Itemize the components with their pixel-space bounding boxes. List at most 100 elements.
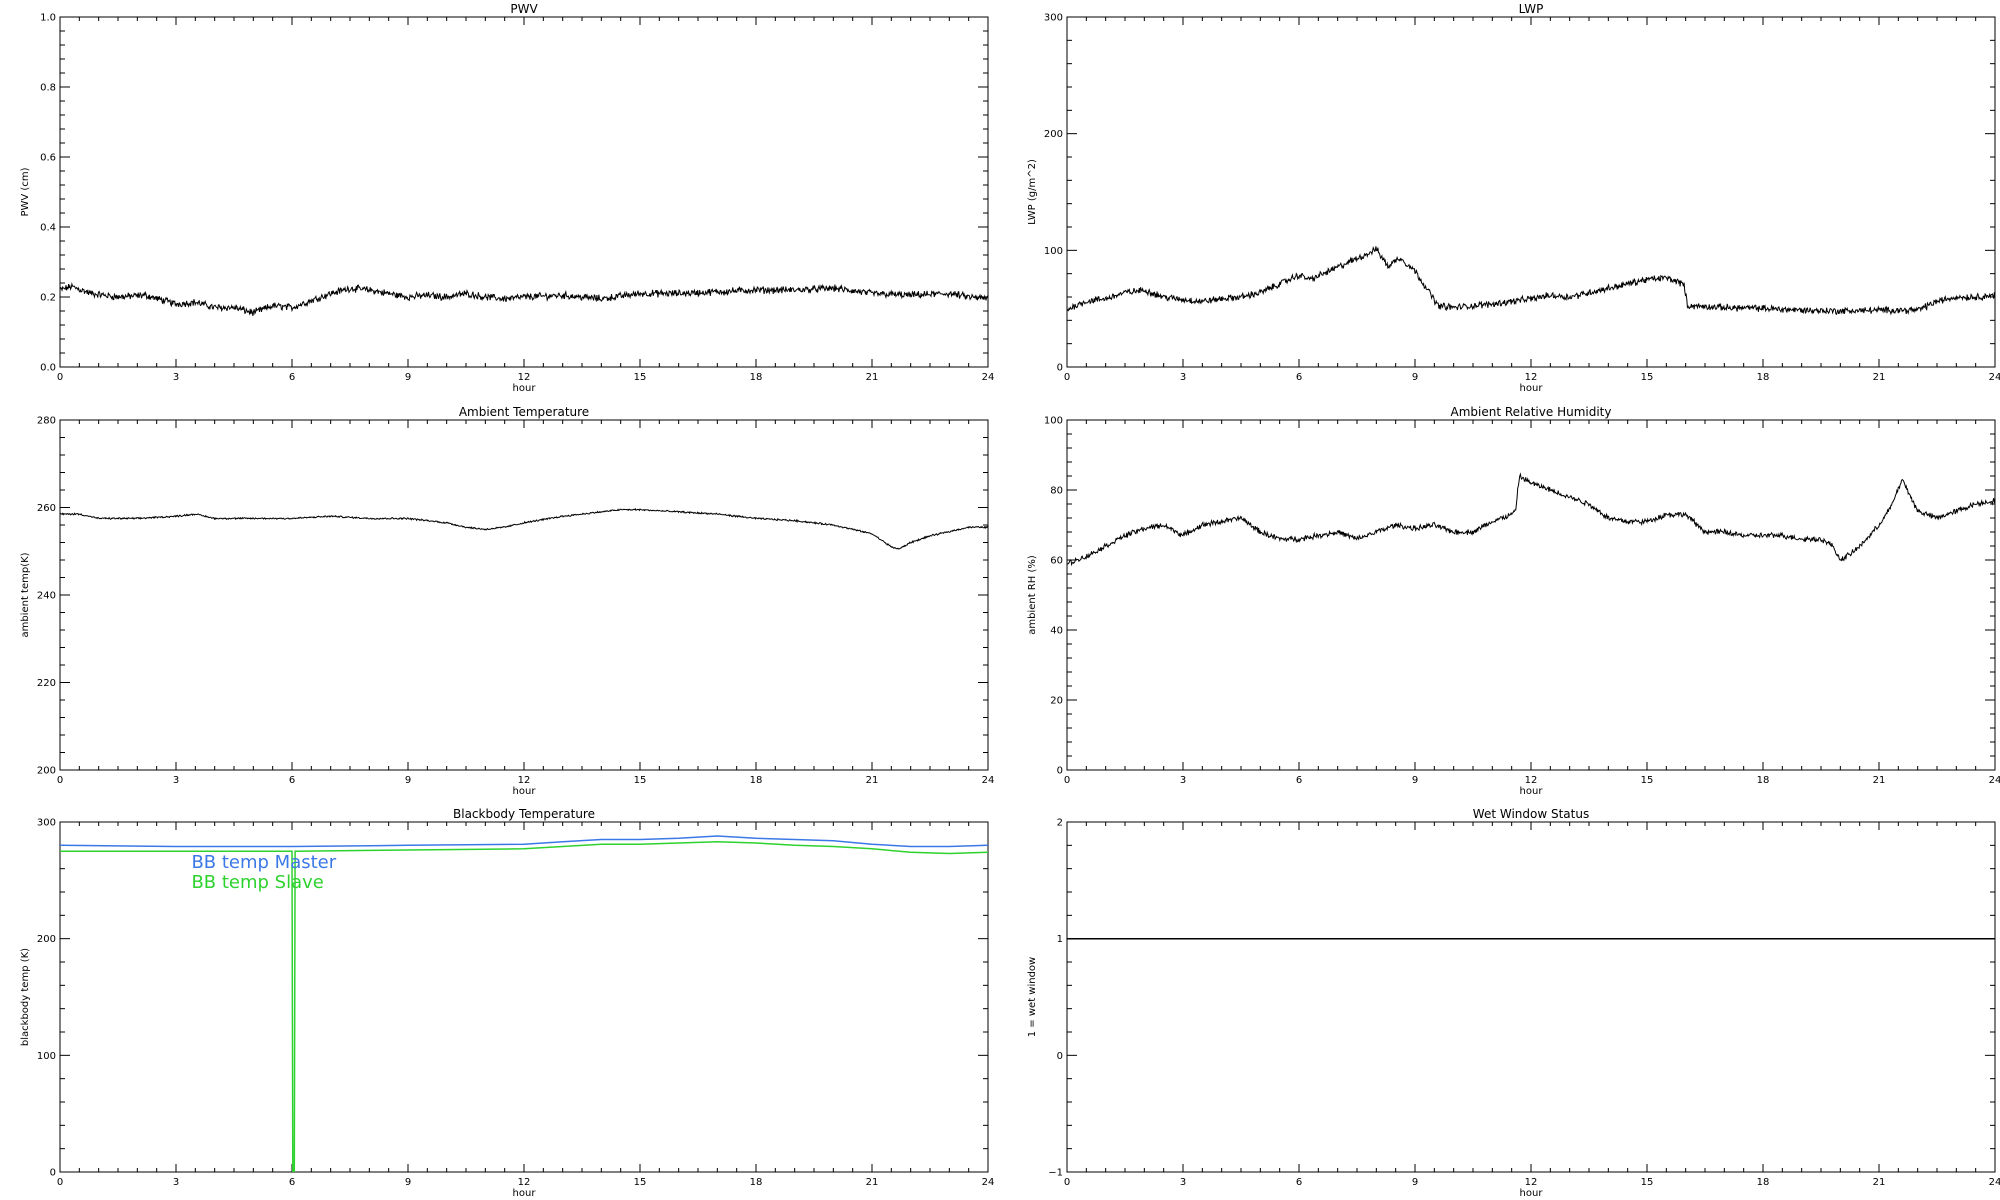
x-tick-label: 18 xyxy=(750,372,763,383)
x-axis-label: hour xyxy=(513,786,537,797)
y-tick-label: 0.0 xyxy=(40,363,56,374)
x-tick-label: 6 xyxy=(289,372,295,383)
x-tick-label: 9 xyxy=(1412,372,1418,383)
x-tick-label: 0 xyxy=(1064,1177,1070,1188)
x-tick-label: 12 xyxy=(1525,1177,1538,1188)
y-tick-label: 40 xyxy=(1050,626,1063,637)
y-tick-label: 300 xyxy=(37,818,56,829)
x-tick-label: 6 xyxy=(289,1177,295,1188)
y-tick-label: 20 xyxy=(1050,696,1063,707)
y-tick-label: −1 xyxy=(1048,1168,1063,1179)
plot-frame xyxy=(1066,419,1996,771)
x-tick-label: 21 xyxy=(1873,775,1886,786)
x-tick-label: 0 xyxy=(57,775,63,786)
x-tick-label: 3 xyxy=(1180,775,1186,786)
chart-title: Ambient Temperature xyxy=(459,405,589,419)
series-line xyxy=(60,282,988,316)
x-tick-label: 9 xyxy=(1412,1177,1418,1188)
x-tick-label: 0 xyxy=(57,372,63,383)
series-line xyxy=(1067,246,1995,316)
x-tick-label: 12 xyxy=(1525,775,1538,786)
x-axis-label: hour xyxy=(513,383,537,394)
x-tick-label: 21 xyxy=(866,372,879,383)
x-tick-label: 9 xyxy=(405,1177,411,1188)
x-tick-label: 21 xyxy=(866,1177,879,1188)
series-line xyxy=(1067,472,1995,567)
x-tick-label: 15 xyxy=(634,372,647,383)
y-tick-label: 280 xyxy=(37,416,56,427)
x-tick-label: 15 xyxy=(634,1177,647,1188)
x-axis-label: hour xyxy=(1520,383,1544,394)
x-tick-label: 12 xyxy=(1525,372,1538,383)
x-tick-label: 6 xyxy=(1296,775,1302,786)
chart-title: LWP xyxy=(1519,2,1544,16)
y-axis-label: blackbody temp (K) xyxy=(20,948,31,1046)
y-tick-label: 80 xyxy=(1050,486,1063,497)
series-line xyxy=(60,508,988,550)
y-tick-label: 1.0 xyxy=(40,13,56,24)
y-tick-label: 240 xyxy=(37,591,56,602)
y-tick-label: 300 xyxy=(1044,13,1063,24)
x-axis-label: hour xyxy=(1520,1188,1544,1199)
series-line xyxy=(60,835,988,848)
x-tick-label: 15 xyxy=(1641,372,1654,383)
x-tick-label: 15 xyxy=(634,775,647,786)
y-axis-label: PWV (cm) xyxy=(20,167,31,216)
y-axis-label: 1 = wet window xyxy=(1027,957,1038,1037)
chart-title: Wet Window Status xyxy=(1473,807,1589,821)
y-tick-label: 0 xyxy=(50,1168,56,1179)
chart-pwv: PWV 0 3 6 9 12 15 18 21 24 0.0 0.2 0.4 0.6 0.8 1.0 hour P… xyxy=(20,2,994,394)
chart-ambient-rh: Ambient Relative Humidity 0 3 6 9 12 15 18 21 24 0… xyxy=(1027,405,2000,797)
legend-entry: BB temp Master xyxy=(191,852,336,873)
x-tick-label: 0 xyxy=(1064,372,1070,383)
x-tick-label: 21 xyxy=(866,775,879,786)
y-tick-label: 0.2 xyxy=(40,293,56,304)
y-tick-label: 200 xyxy=(37,766,56,777)
x-tick-label: 24 xyxy=(982,372,995,383)
x-tick-label: 0 xyxy=(1064,775,1070,786)
x-tick-label: 12 xyxy=(518,1177,531,1188)
y-tick-label: 0 xyxy=(1057,766,1063,777)
chart-title: Blackbody Temperature xyxy=(453,807,595,821)
x-tick-label: 12 xyxy=(518,775,531,786)
x-tick-label: 12 xyxy=(518,372,531,383)
x-tick-label: 0 xyxy=(57,1177,63,1188)
x-tick-label: 18 xyxy=(750,775,763,786)
y-tick-label: 0.4 xyxy=(40,223,56,234)
x-tick-label: 21 xyxy=(1873,1177,1886,1188)
x-tick-label: 24 xyxy=(982,1177,995,1188)
x-tick-label: 18 xyxy=(1757,775,1770,786)
y-tick-label: 260 xyxy=(37,503,56,514)
x-axis-label: hour xyxy=(1520,786,1544,797)
y-axis-label: LWP (g/m^2) xyxy=(1027,159,1038,225)
legend-entry: BB temp Slave xyxy=(191,872,323,893)
x-tick-label: 18 xyxy=(750,1177,763,1188)
y-tick-label: 100 xyxy=(37,1051,56,1062)
x-tick-label: 3 xyxy=(1180,1177,1186,1188)
y-tick-label: 0 xyxy=(1057,363,1063,374)
plot-frame xyxy=(1066,16,1996,368)
y-tick-label: 100 xyxy=(1044,416,1063,427)
plot-frame xyxy=(1066,821,1996,1173)
y-tick-label: 100 xyxy=(1044,246,1063,257)
chart-blackbody-temp: Blackbody Temperature 0 3 6 9 12 15 18 21 24 0 100 2… xyxy=(20,807,994,1199)
chart-lwp: LWP 0 3 6 9 12 15 18 21 24 0 100 200 300 hour LWP (g/m^… xyxy=(1027,2,2000,394)
y-tick-label: 0.6 xyxy=(40,153,56,164)
y-tick-label: 60 xyxy=(1050,556,1063,567)
x-tick-label: 6 xyxy=(1296,372,1302,383)
y-axis-label: ambient RH (%) xyxy=(1027,555,1038,635)
y-tick-label: 220 xyxy=(37,678,56,689)
x-tick-label: 3 xyxy=(1180,372,1186,383)
x-axis-label: hour xyxy=(513,1188,537,1199)
x-tick-label: 3 xyxy=(173,775,179,786)
x-tick-label: 3 xyxy=(173,1177,179,1188)
x-tick-label: 24 xyxy=(1989,775,2000,786)
chart-title: PWV xyxy=(510,2,538,16)
chart-title: Ambient Relative Humidity xyxy=(1451,405,1612,419)
chart-ambient-temp: Ambient Temperature 0 3 6 9 12 15 18 21 24 200 220 2… xyxy=(20,405,994,797)
plot-frame xyxy=(59,419,989,771)
plot-frame xyxy=(59,16,989,368)
y-tick-label: 1 xyxy=(1057,934,1063,945)
